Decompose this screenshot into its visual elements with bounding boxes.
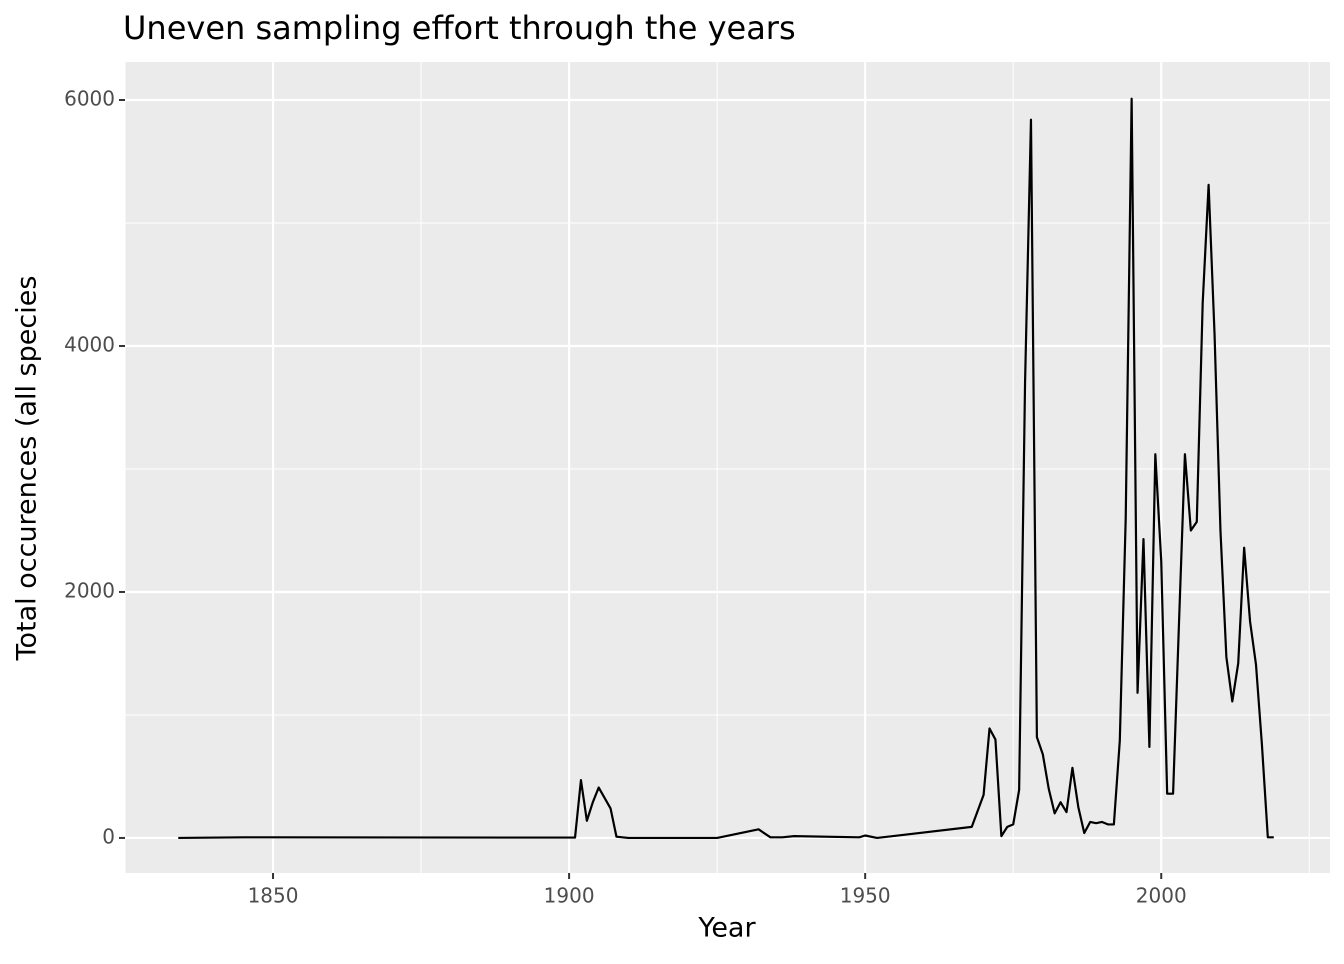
x-tick-label: 1900 xyxy=(544,884,595,908)
x-tick-label: 1850 xyxy=(248,884,299,908)
line xyxy=(178,97,1274,840)
grid xyxy=(124,62,1330,873)
x-tick-label: 1950 xyxy=(840,884,891,908)
chart-title: Uneven sampling effort through the years xyxy=(123,9,796,47)
y-tick-label: 4000 xyxy=(64,332,115,356)
y-tick-label: 0 xyxy=(102,824,115,848)
panel xyxy=(125,62,1330,873)
plot xyxy=(178,97,1274,840)
x-tick-label: 2000 xyxy=(1136,884,1187,908)
x-axis-title: Year xyxy=(697,913,756,944)
y-tick-label: 2000 xyxy=(64,578,115,602)
y-axis-title: Total occurences (all species xyxy=(12,276,43,662)
y-tick-label: 6000 xyxy=(64,87,115,111)
